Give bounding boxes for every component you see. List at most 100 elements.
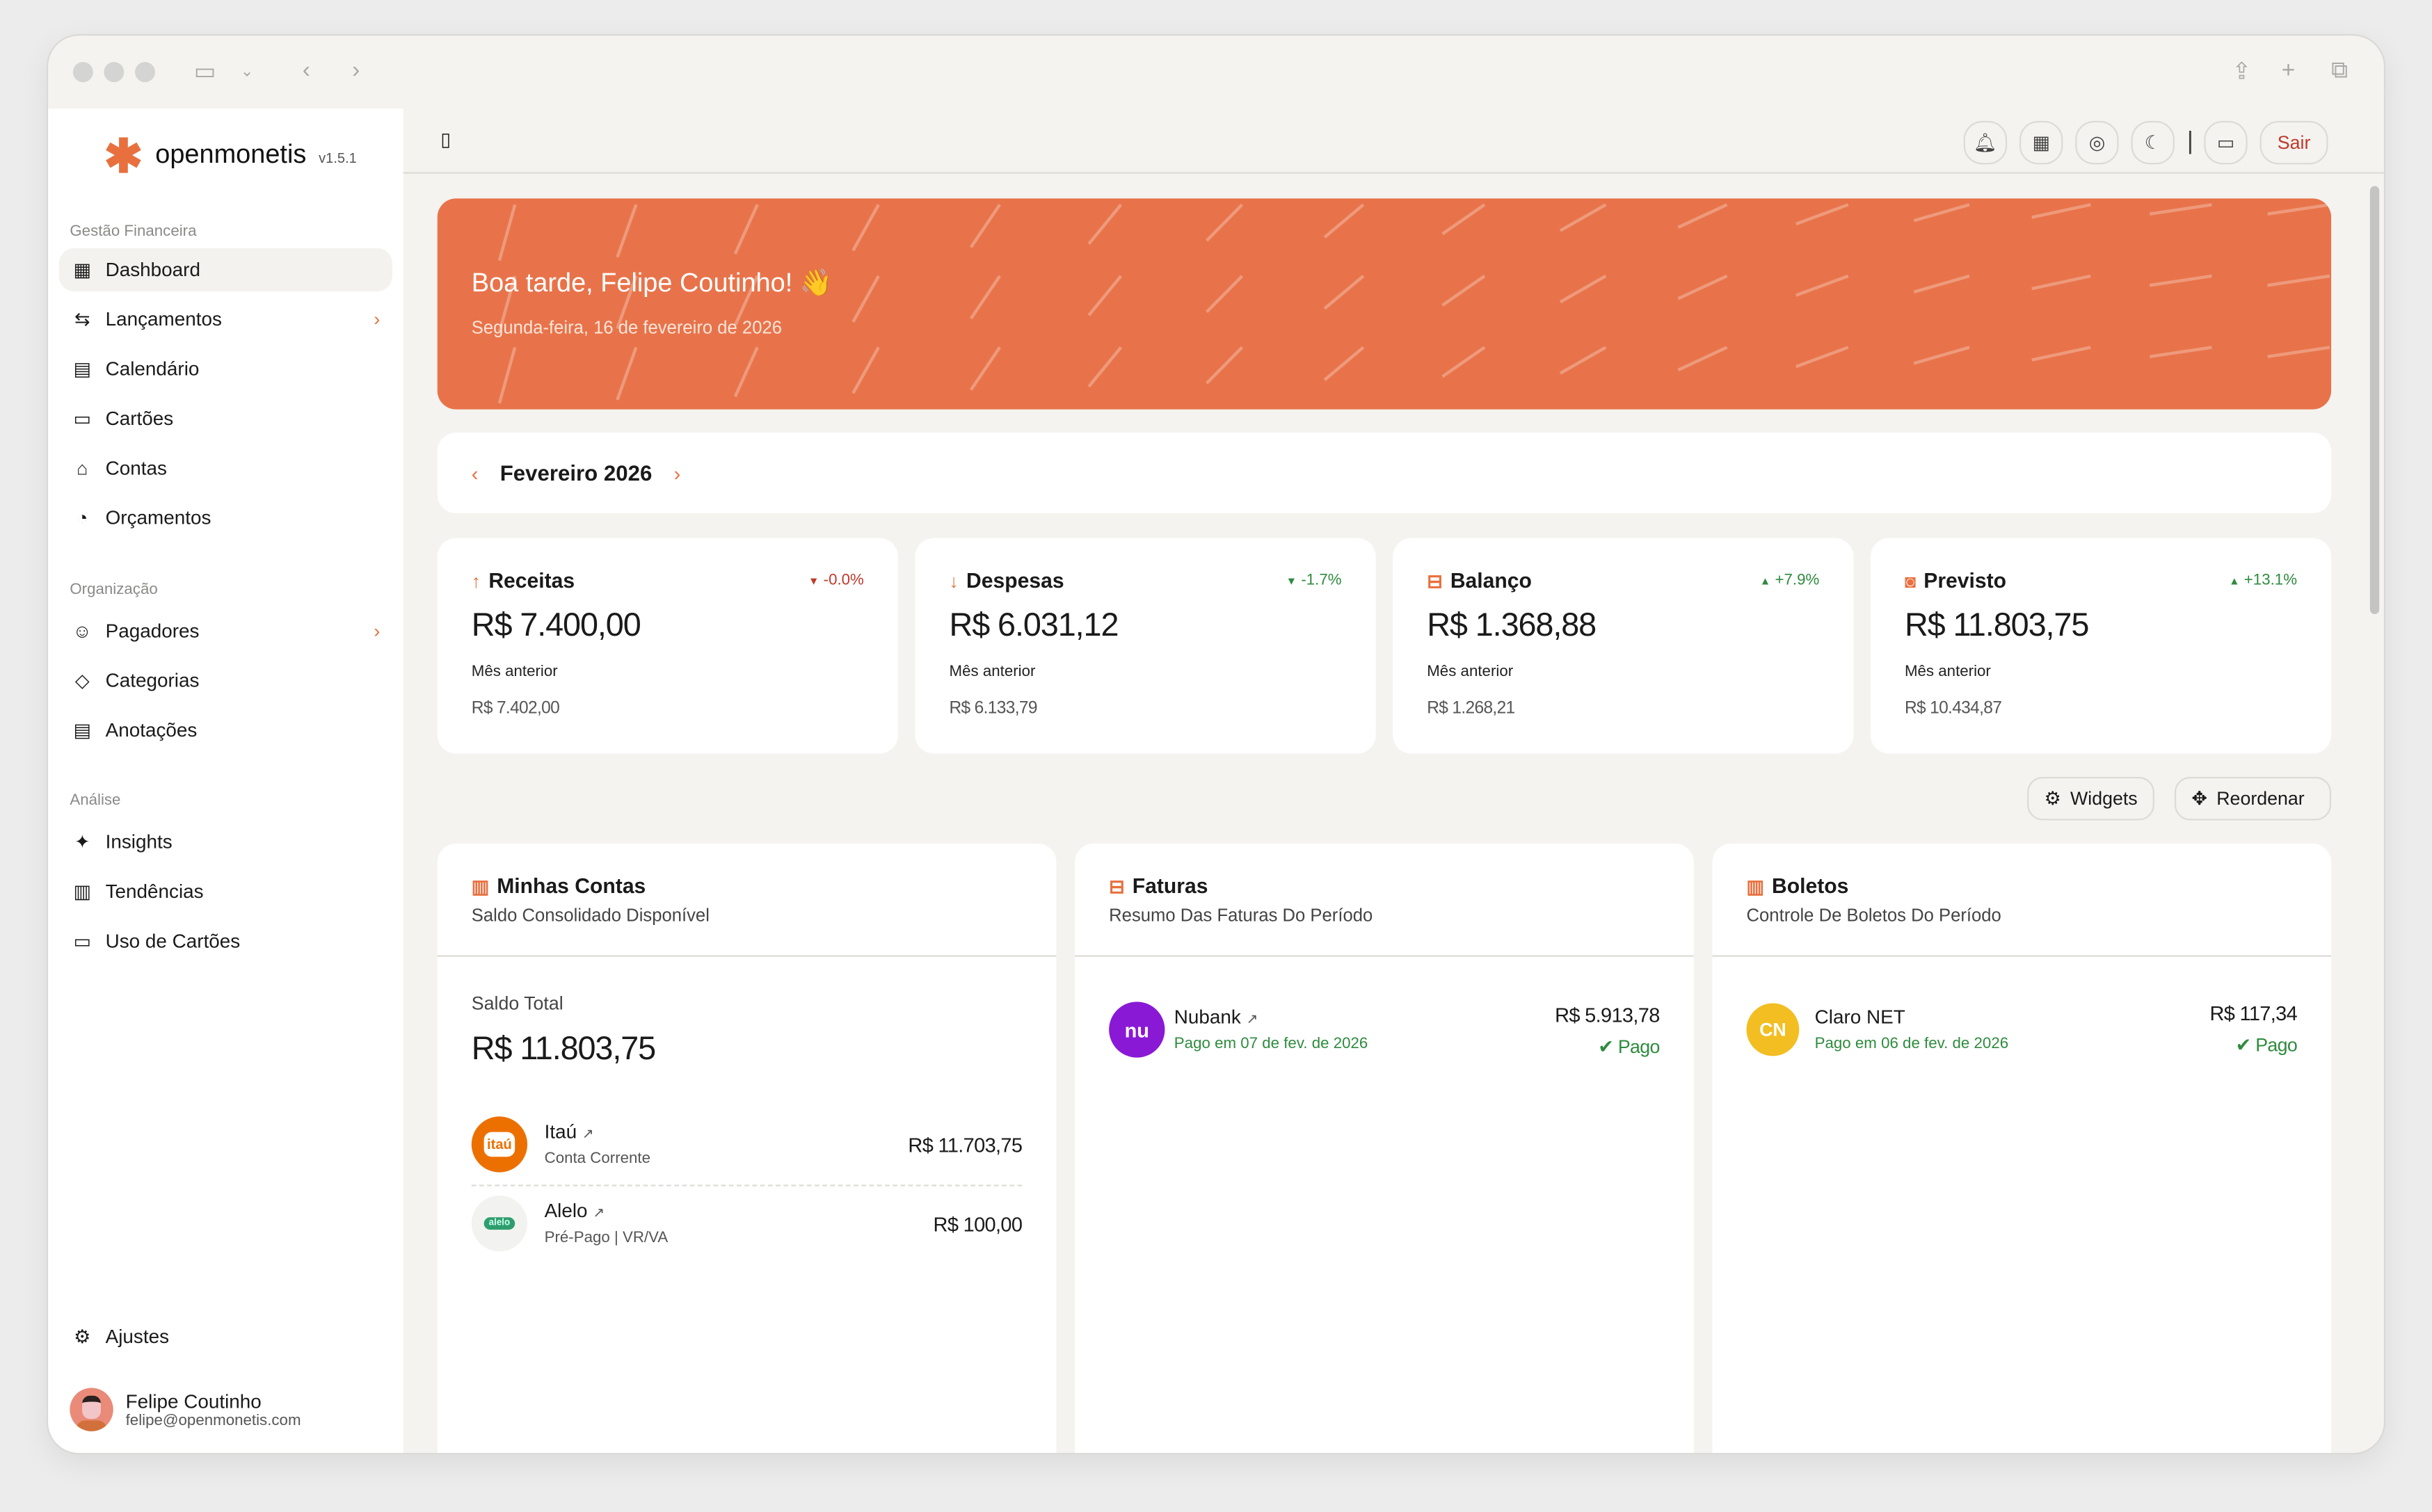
check-circle-icon: ✔: [1598, 1035, 1614, 1057]
current-date: Segunda-feira, 16 de fevereiro de 2026: [471, 319, 782, 339]
sidebar-item-cart-es[interactable]: ▭ Cartões: [59, 397, 392, 440]
sidebar-item-insights[interactable]: ✦ Insights: [59, 820, 392, 863]
account-type: Pré-Pago | VR/VA: [544, 1230, 669, 1247]
eye-icon[interactable]: ◎: [2075, 120, 2119, 165]
barcode-icon: ▥: [1746, 875, 1764, 897]
sidebar-item-pagadores[interactable]: ☺ Pagadores ›: [59, 609, 392, 652]
close-window-button[interactable]: [72, 62, 93, 83]
invoice-amount: R$ 5.913,78: [1555, 1002, 1660, 1026]
sidebar-item-calend-rio[interactable]: ▤ Calendário: [59, 347, 392, 390]
chevron-right-icon[interactable]: ›: [374, 620, 381, 643]
widget-title: Minhas Contas: [497, 874, 646, 898]
sidebar-item-lan-amentos[interactable]: ⇆ Lançamentos ›: [59, 298, 392, 341]
sidebar-item-label: Pagadores: [105, 620, 200, 643]
external-link-icon[interactable]: ↗: [582, 1125, 594, 1141]
change-badge: ▼ -0.0%: [808, 572, 864, 590]
main-content: ▯ 🔔︎ ▦ ◎ ☾ | ▭ Sair Boa tarde, Felipe Co…: [403, 108, 2384, 1454]
feedback-icon[interactable]: ▭: [2204, 120, 2248, 165]
widgets-button[interactable]: ⚙ Widgets: [2027, 777, 2155, 821]
calculator-icon[interactable]: ▦: [2019, 120, 2063, 165]
scrollbar[interactable]: [2369, 186, 2380, 614]
next-month-button[interactable]: ›: [673, 461, 681, 485]
account-row[interactable]: alelo Alelo ↗ Pré-Pago | VR/VA R$ 100,00: [471, 1196, 1023, 1252]
moon-icon[interactable]: ☾: [2131, 120, 2175, 165]
forward-icon[interactable]: ›: [352, 57, 360, 84]
status-badge: Pago: [1617, 1035, 1660, 1057]
bill-row[interactable]: CN Claro NET Pago em 06 de fev. de 2026 …: [1746, 1002, 2298, 1056]
prev-month-button[interactable]: ‹: [471, 461, 479, 485]
triangle-down-icon: ▼: [808, 577, 819, 588]
sidebar-item-or-amentos[interactable]: ◔ Orçamentos: [59, 496, 392, 539]
maximize-window-button[interactable]: [134, 62, 155, 83]
change-badge: ▲ +7.9%: [1759, 572, 1820, 590]
sidebar-item-ajustes[interactable]: ⚙ Ajustes: [59, 1315, 392, 1358]
app-window: ▭ ⌄ ‹ › ⇪ + ⧉ ✱ openmonetis v1.5.1 Gestã…: [48, 35, 2384, 1454]
stat-value: R$ 7.400,00: [471, 608, 641, 644]
invoice-row[interactable]: nu Nubank ↗ Pago em 07 de fev. de 2026 R…: [1109, 1002, 1660, 1058]
bell-icon[interactable]: 🔔︎: [1963, 120, 2008, 165]
previous-label: Mês anterior: [949, 663, 1036, 681]
sidebar-item-tend-ncias[interactable]: ▥ Tendências: [59, 870, 392, 913]
chevron-right-icon[interactable]: ›: [374, 308, 381, 330]
share-icon[interactable]: ⇪: [2232, 58, 2252, 86]
triangle-up-icon: ▲: [1759, 577, 1771, 588]
account-row[interactable]: itaú Itaú ↗ Conta Corrente R$ 11.703,75: [471, 1116, 1023, 1187]
app-version: v1.5.1: [319, 150, 357, 166]
card-icon: ▭: [73, 930, 91, 952]
month-selector: ‹ Fevereiro 2026 ›: [437, 433, 2332, 513]
sidebar-item-uso-de-cart-es[interactable]: ▭ Uso de Cartões: [59, 919, 392, 963]
move-icon: ✥: [2191, 787, 2207, 810]
chart-icon: ▥: [471, 875, 490, 897]
total-label: Saldo Total: [471, 992, 563, 1015]
sidebar-toggle-icon[interactable]: ▭: [193, 58, 216, 86]
previous-value: R$ 1.268,21: [1427, 699, 1515, 718]
notes-icon: ▤: [73, 719, 91, 741]
alelo-logo: alelo: [471, 1196, 528, 1252]
minimize-window-button[interactable]: [104, 62, 125, 83]
change-badge: ▲ +13.1%: [2229, 572, 2298, 590]
sidebar-item-label: Ajustes: [105, 1326, 170, 1348]
back-icon[interactable]: ‹: [302, 57, 310, 84]
stat-title: Despesas: [966, 569, 1064, 593]
widget-minhas-contas: ▥ Minhas Contas Saldo Consolidado Disponí…: [437, 843, 1057, 1454]
gear-icon: ⚙: [2044, 787, 2061, 810]
external-link-icon[interactable]: ↗: [593, 1205, 605, 1221]
stat-card-despesas: ↓ Despesas ▼ -1.7% R$ 6.031,12 Mês anteri…: [915, 538, 1376, 754]
stat-card-previsto: ◙ Previsto ▲ +13.1% R$ 11.803,75 Mês ante…: [1870, 538, 2332, 754]
user-profile[interactable]: Felipe Coutinho felipe@openmonetis.com: [70, 1388, 301, 1431]
month-label: Fevereiro 2026: [499, 460, 653, 485]
app-logo[interactable]: ✱ openmonetis v1.5.1: [104, 134, 357, 181]
sidebar-item-anota-es[interactable]: ▤ Anotações: [59, 709, 392, 752]
external-link-icon[interactable]: ↗: [1246, 1011, 1258, 1027]
sidebar-item-categorias[interactable]: ◇ Categorias: [59, 659, 392, 702]
tabs-overview-icon[interactable]: ⧉: [2331, 57, 2348, 84]
logout-button[interactable]: Sair: [2259, 120, 2328, 165]
sidebar-toggle-icon[interactable]: ▯: [440, 129, 451, 151]
avatar: [70, 1388, 113, 1431]
widget-subtitle: Controle De Boletos Do Período: [1746, 907, 2001, 926]
bill-name: Claro NET: [1814, 1005, 1905, 1028]
claro-logo: CN: [1746, 1002, 1800, 1056]
itau-logo: itaú: [471, 1116, 528, 1173]
account-amount: R$ 100,00: [933, 1212, 1023, 1235]
previous-label: Mês anterior: [1904, 663, 1991, 681]
sidebar-item-dashboard[interactable]: ▦ Dashboard: [58, 248, 393, 292]
sidebar-item-label: Uso de Cartões: [105, 930, 241, 952]
bill-amount: R$ 117,34: [2209, 1002, 2298, 1025]
stat-icon: ↓: [949, 570, 959, 592]
chevron-down-icon[interactable]: ⌄: [240, 63, 254, 81]
stat-card-receitas: ↑ Receitas ▼ -0.0% R$ 7.400,00 Mês anteri…: [437, 538, 898, 754]
account-name: Alelo: [544, 1200, 588, 1222]
sidebar-item-contas[interactable]: ⌂ Contas: [59, 447, 392, 490]
sidebar-item-label: Anotações: [105, 719, 198, 741]
reorder-button[interactable]: ✥ Reordenar: [2174, 777, 2332, 821]
stat-icon: ↑: [471, 570, 481, 592]
account-amount: R$ 11.703,75: [908, 1132, 1023, 1157]
nubank-logo: nu: [1109, 1002, 1165, 1058]
sidebar-item-label: Cartões: [105, 408, 174, 430]
previous-value: R$ 6.133,79: [949, 699, 1038, 718]
topbar: ▯ 🔔︎ ▦ ◎ ☾ | ▭ Sair: [403, 108, 2384, 174]
sidebar-item-label: Tendências: [105, 880, 204, 903]
new-tab-icon[interactable]: +: [2281, 57, 2296, 84]
user-icon: ☺: [72, 620, 92, 643]
